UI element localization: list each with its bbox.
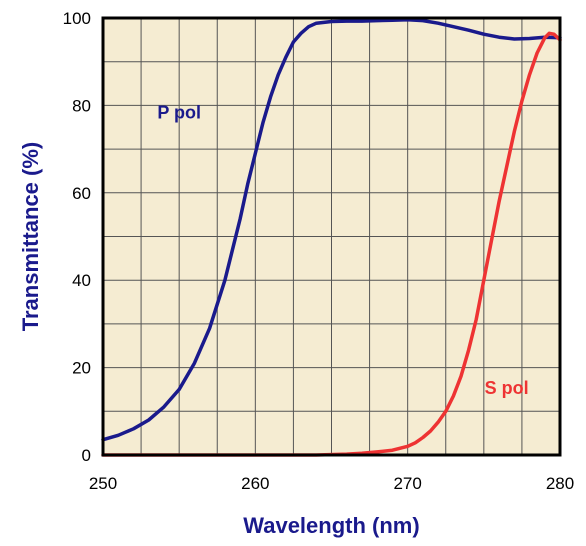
plot-border: [101, 16, 562, 457]
x-tick-label: 260: [241, 474, 269, 493]
series-line-s-pol: [101, 31, 562, 457]
x-axis-ticks: 250 260 270 280: [89, 474, 574, 493]
y-tick-label: 60: [72, 184, 91, 203]
x-tick-label: 250: [89, 474, 117, 493]
y-tick-label: 20: [72, 359, 91, 378]
x-axis-title: Wavelength (nm): [243, 513, 419, 538]
y-tick-label: 80: [72, 96, 91, 115]
y-axis-title: Transmittance (%): [18, 142, 43, 332]
x-tick-label: 280: [546, 474, 574, 493]
series-layer: [101, 17, 562, 457]
y-tick-label: 100: [63, 9, 91, 28]
grid-lines: [102, 17, 561, 456]
series-label-s-pol: S pol: [485, 378, 529, 398]
annotation-layer: P pol S pol: [157, 103, 528, 398]
y-axis-ticks: 0 20 40 60 80 100: [63, 9, 91, 465]
series-line-p-pol: [101, 17, 562, 442]
series-label-p-pol: P pol: [157, 103, 201, 123]
y-tick-label: 0: [82, 446, 91, 465]
y-tick-label: 40: [72, 271, 91, 290]
x-tick-label: 270: [393, 474, 421, 493]
